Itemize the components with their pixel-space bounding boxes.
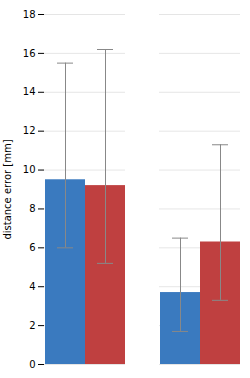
- svg-text:16: 16: [23, 48, 36, 59]
- svg-text:14: 14: [23, 86, 36, 97]
- svg-text:4: 4: [29, 281, 35, 292]
- svg-text:18: 18: [23, 9, 36, 20]
- svg-text:12: 12: [23, 125, 36, 136]
- svg-text:6: 6: [29, 242, 35, 253]
- svg-text:2: 2: [29, 320, 35, 331]
- svg-text:distance error [mm]: distance error [mm]: [2, 139, 13, 239]
- svg-text:10: 10: [23, 164, 36, 175]
- svg-text:8: 8: [29, 203, 35, 214]
- svg-text:0: 0: [29, 359, 35, 370]
